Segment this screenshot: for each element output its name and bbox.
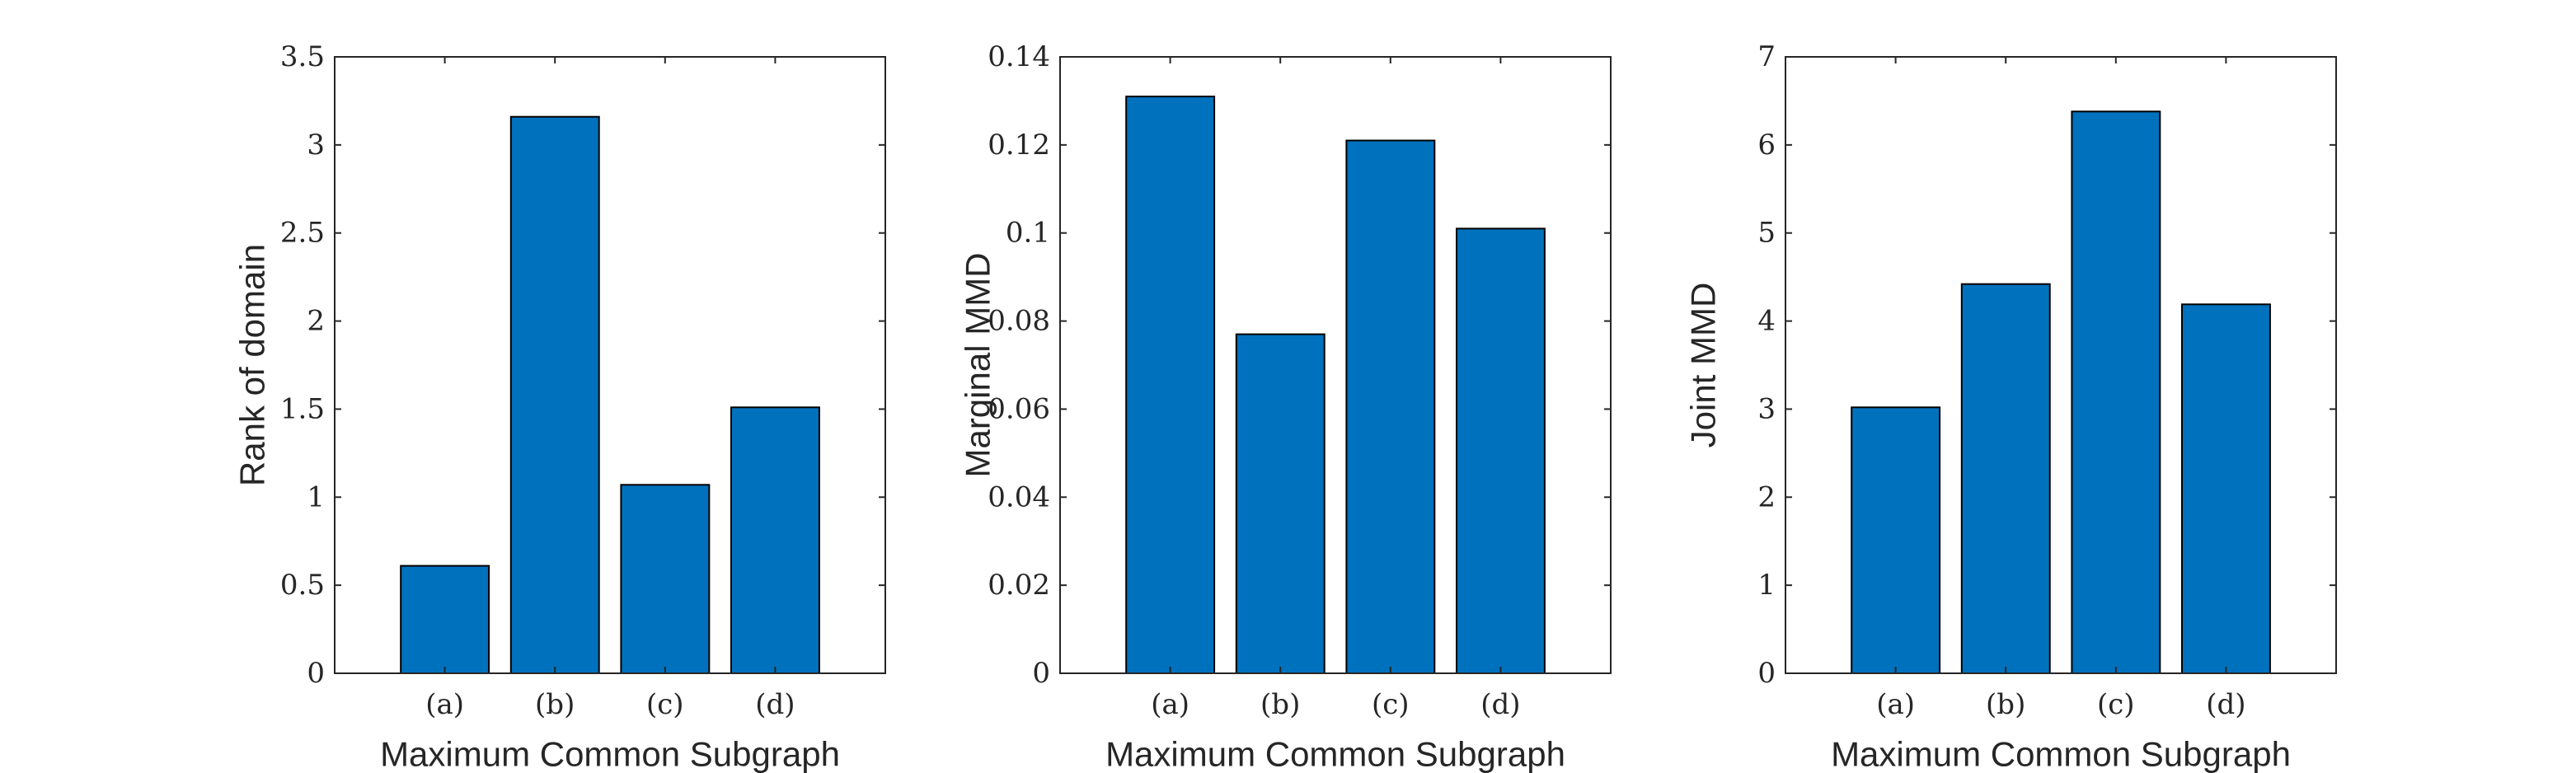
x-tick-label: (b) (1986, 688, 2025, 721)
x-tick-label: (c) (646, 688, 684, 721)
bar-d (2181, 303, 2271, 674)
y-tick-label: 0.14 (988, 40, 1050, 73)
joint-mmd-chart: 0 1 2 3 4 5 6 7 (a) (b) (c) (d) Maximum Common Subgr… (1684, 40, 2337, 773)
y-tick-label: 0.12 (988, 129, 1050, 162)
bar-d (1456, 227, 1546, 674)
y-tick-label: 3.5 (280, 40, 325, 73)
x-tick-label: (b) (535, 688, 575, 721)
plot-frame (1785, 56, 2337, 674)
y-axis-label: Marginal MMD (959, 252, 997, 477)
bar-b (1235, 333, 1326, 674)
x-axis-label: Maximum Common Subgraph (1105, 735, 1565, 773)
x-tick-label: (a) (1151, 688, 1189, 721)
y-tick-label: 0 (1757, 657, 1776, 690)
y-axis-label: Joint MMD (1684, 283, 1723, 448)
x-tick-label: (d) (755, 688, 795, 721)
rank-of-domain-chart: 0 0.5 1 1.5 2 2.5 3 3.5 (a) (b) (c) (d) Maximum Comm… (233, 40, 886, 773)
y-tick-label: 2.5 (280, 217, 325, 250)
y-tick-label: 4 (1757, 305, 1776, 338)
y-tick-label: 0 (1032, 657, 1050, 690)
y-axis-label: Rank of domain (233, 244, 272, 486)
bar-d (730, 406, 820, 674)
y-tick-label: 0.5 (280, 569, 325, 602)
y-tick-label: 0.1 (1006, 217, 1050, 250)
bar-a (1851, 406, 1941, 674)
bar-b (1960, 283, 2051, 674)
x-axis-label: Maximum Common Subgraph (1831, 735, 2291, 773)
y-tick-label: 0.06 (988, 392, 1050, 425)
x-tick-label: (c) (1372, 688, 1410, 721)
x-tick-label: (d) (2206, 688, 2245, 721)
plot-frame (334, 56, 886, 674)
y-tick-label: 0.08 (988, 305, 1050, 338)
y-tick-label: 0 (307, 657, 325, 690)
x-tick-label: (d) (1480, 688, 1520, 721)
y-tick-label: 0.02 (988, 569, 1050, 602)
bar-c (620, 484, 711, 674)
y-tick-label: 2 (1757, 480, 1776, 513)
y-tick-label: 2 (307, 305, 325, 338)
x-tick-label: (a) (1876, 688, 1915, 721)
y-tick-label: 7 (1757, 40, 1776, 73)
marginal-mmd-chart: 0 0.02 0.04 0.06 0.08 0.1 0.12 0.14 (a) (b) (c) (d)… (959, 40, 1612, 773)
y-tick-label: 6 (1757, 129, 1776, 162)
x-axis-label: Maximum Common Subgraph (380, 735, 840, 773)
bar-c (2071, 110, 2161, 675)
y-tick-label: 1 (1757, 569, 1776, 602)
bar-a (400, 565, 490, 674)
y-tick-label: 1 (307, 480, 325, 513)
y-tick-label: 3 (307, 129, 325, 162)
y-tick-label: 5 (1757, 217, 1776, 250)
y-tick-label: 0.04 (988, 480, 1050, 513)
bar-c (1345, 139, 1436, 674)
plot-frame (1059, 56, 1612, 674)
y-tick-label: 1.5 (280, 392, 325, 425)
x-tick-label: (c) (2097, 688, 2135, 721)
x-tick-label: (b) (1260, 688, 1300, 721)
bar-a (1125, 96, 1216, 675)
bar-b (509, 115, 600, 674)
y-tick-label: 3 (1757, 392, 1776, 425)
x-tick-label: (a) (425, 688, 464, 721)
